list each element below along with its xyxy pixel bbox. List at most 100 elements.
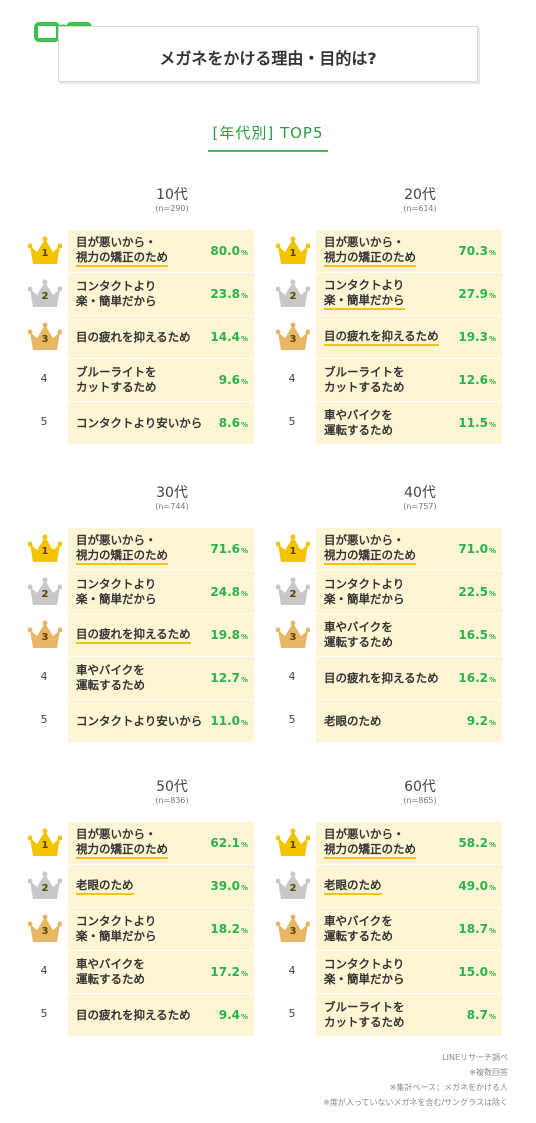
reason-label: 車やバイクを 運転するため	[324, 402, 454, 444]
reason-text: 目が悪いから・ 視力の矯正のため	[76, 827, 168, 859]
reason-text: 車やバイクを 運転するため	[324, 620, 393, 649]
rank-number: 2	[289, 883, 297, 894]
reason-text: 老眼のため	[324, 878, 382, 895]
source-notes: LINEリサーチ調べ ※複数回答 ※集計ベース：メガネをかける人 ※度が入ってい…	[323, 1050, 508, 1110]
reason-text: 車やバイクを 運転するため	[324, 408, 393, 437]
reason-label: コンタクトより安いから	[76, 402, 206, 444]
rank-marker: 1	[272, 230, 312, 272]
percent-unit: %	[240, 633, 248, 641]
rank-marker: 3	[272, 614, 312, 656]
percent-unit: %	[488, 421, 496, 429]
percent-value: 16.5%	[458, 628, 496, 642]
reason-text: 車やバイクを 運転するため	[76, 957, 145, 986]
percent-unit: %	[488, 970, 496, 978]
note-line: ※複数回答	[469, 1068, 508, 1077]
rank-number: 3	[41, 334, 49, 345]
percent-unit: %	[488, 590, 496, 598]
ranking-row: 目の疲れを抑えるため 14.4%	[68, 316, 254, 358]
reason-text: コンタクトより安いから	[76, 713, 203, 728]
rank-number: 4	[40, 372, 48, 385]
percent-unit: %	[240, 676, 248, 684]
percent-value: 27.9%	[458, 287, 496, 301]
ranking-row: 車やバイクを 運転するため 11.5%	[316, 402, 502, 444]
gold-crown-icon	[28, 828, 62, 856]
gold-crown-icon	[276, 236, 310, 264]
ranking-row: 車やバイクを 運転するため 12.7%	[68, 657, 254, 699]
ranking-row: 老眼のため 9.2%	[316, 700, 502, 742]
percent-value: 19.3%	[458, 330, 496, 344]
percent-unit: %	[240, 378, 248, 386]
reason-text: 目の疲れを抑えるため	[324, 329, 439, 346]
percent-unit: %	[488, 841, 496, 849]
percent-unit: %	[240, 841, 248, 849]
percent-value: 9.6%	[218, 373, 248, 387]
rank-marker: 1	[24, 822, 64, 864]
rank-marker: 2	[272, 571, 312, 613]
rank-number: 5	[288, 415, 296, 428]
ranking-row: コンタクトより 楽・簡単だから 15.0%	[316, 951, 502, 993]
ranking-row: 車やバイクを 運転するため 16.5%	[316, 614, 502, 656]
reason-text: 目の疲れを抑えるため	[76, 1007, 191, 1022]
reason-label: 車やバイクを 運転するため	[324, 614, 454, 656]
reason-label: 目の疲れを抑えるため	[324, 316, 454, 358]
reason-label: コンタクトより 楽・簡単だから	[324, 273, 454, 315]
rank-marker: 2	[272, 273, 312, 315]
percent-value: 18.7%	[458, 922, 496, 936]
note-line: ※集計ベース：メガネをかける人	[389, 1083, 508, 1092]
percent-unit: %	[488, 378, 496, 386]
reason-text: コンタクトより 楽・簡単だから	[76, 577, 157, 606]
rank-marker: 3	[272, 316, 312, 358]
reason-text: コンタクトより 楽・簡単だから	[324, 577, 405, 606]
rank-marker: 5	[24, 700, 64, 742]
percent-unit: %	[240, 590, 248, 598]
rank-number: 3	[289, 334, 297, 345]
percent-unit: %	[240, 547, 248, 555]
percent-unit: %	[488, 633, 496, 641]
reason-text: 目が悪いから・ 視力の矯正のため	[76, 235, 168, 267]
percent-unit: %	[240, 421, 248, 429]
age-group-title: 30代	[156, 485, 188, 501]
reason-text: 老眼のため	[324, 713, 382, 728]
sample-size: (n=290)	[155, 204, 189, 213]
percent-value: 12.7%	[210, 671, 248, 685]
sample-size: (n=614)	[403, 204, 437, 213]
age-group-title: 60代	[404, 779, 436, 795]
rank-marker: 1	[272, 822, 312, 864]
percent-value: 71.0%	[458, 542, 496, 556]
rank-number: 1	[41, 546, 49, 557]
percent-unit: %	[240, 884, 248, 892]
ranking-row: 目が悪いから・ 視力の矯正のため 62.1%	[68, 822, 254, 864]
reason-label: コンタクトより 楽・簡単だから	[324, 951, 454, 993]
gold-crown-icon	[28, 534, 62, 562]
reason-text: ブルーライトを カットするため	[324, 1000, 405, 1029]
rank-number: 1	[289, 248, 297, 259]
ranking-row: コンタクトより安いから 8.6%	[68, 402, 254, 444]
percent-unit: %	[240, 292, 248, 300]
percent-unit: %	[488, 335, 496, 343]
rank-number: 4	[288, 964, 296, 977]
reason-text: ブルーライトを カットするため	[324, 365, 405, 394]
percent-value: 58.2%	[458, 836, 496, 850]
bronze-crown-icon	[276, 322, 310, 350]
rank-number: 5	[288, 713, 296, 726]
percent-unit: %	[488, 249, 496, 257]
rank-number: 1	[289, 546, 297, 557]
rank-marker: 2	[272, 865, 312, 907]
reason-label: コンタクトより安いから	[76, 700, 206, 742]
rank-marker: 1	[24, 528, 64, 570]
percent-unit: %	[488, 719, 496, 727]
reason-text: コンタクトより 楽・簡単だから	[324, 957, 405, 986]
rank-marker: 4	[272, 657, 312, 699]
rank-marker: 5	[272, 700, 312, 742]
reason-label: ブルーライトを カットするため	[324, 994, 454, 1036]
reason-label: 目が悪いから・ 視力の矯正のため	[76, 528, 206, 570]
bronze-crown-icon	[28, 322, 62, 350]
percent-value: 11.0%	[210, 714, 248, 728]
reason-label: 目の疲れを抑えるため	[324, 657, 454, 699]
rank-number: 5	[40, 1007, 48, 1020]
percent-value: 16.2%	[458, 671, 496, 685]
reason-text: 目が悪いから・ 視力の矯正のため	[324, 235, 416, 267]
sample-size: (n=744)	[155, 502, 189, 511]
ranking-row: コンタクトより 楽・簡単だから 22.5%	[316, 571, 502, 613]
gold-crown-icon	[276, 828, 310, 856]
